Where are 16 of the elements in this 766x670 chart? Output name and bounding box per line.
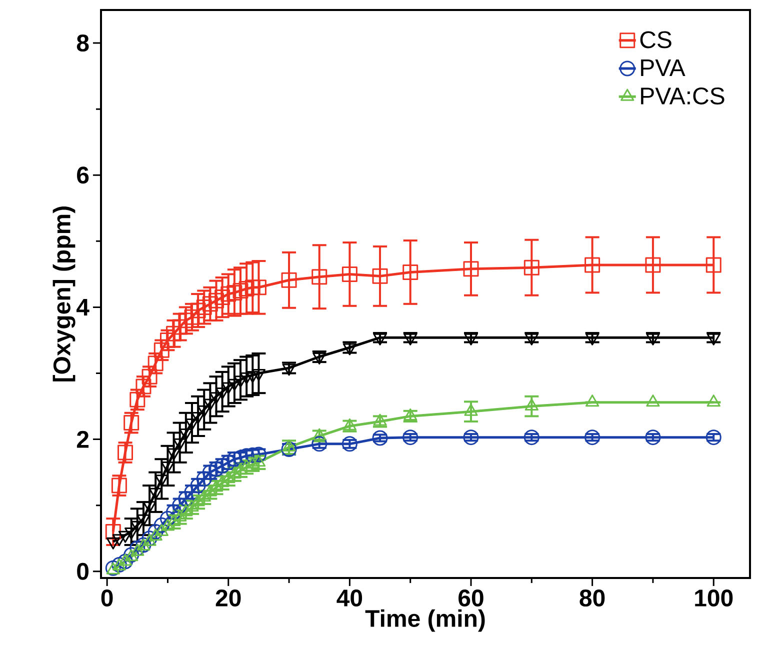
y-tick-label: 0 <box>77 562 88 580</box>
legend-label: PVA:CS <box>641 87 724 104</box>
legend-label: CS <box>640 31 672 48</box>
x-tick-label: 60 <box>458 590 484 607</box>
x-tick-label: 0 <box>101 590 113 607</box>
y-tick-label: 8 <box>76 34 89 52</box>
legend-label: PVA <box>641 59 686 76</box>
y-tick-label: 6 <box>77 166 89 184</box>
x-tick-label: 80 <box>580 590 605 607</box>
x-tick-label: 100 <box>695 590 733 607</box>
y-tick-label: 4 <box>76 298 90 316</box>
x-tick-label: 20 <box>216 590 241 607</box>
x-tick-label: 40 <box>336 590 362 607</box>
y-axis-title: [Oxygen] (ppm) <box>52 206 76 382</box>
y-tick-label: 2 <box>76 430 89 448</box>
x-axis-title: Time (min) <box>365 609 485 632</box>
